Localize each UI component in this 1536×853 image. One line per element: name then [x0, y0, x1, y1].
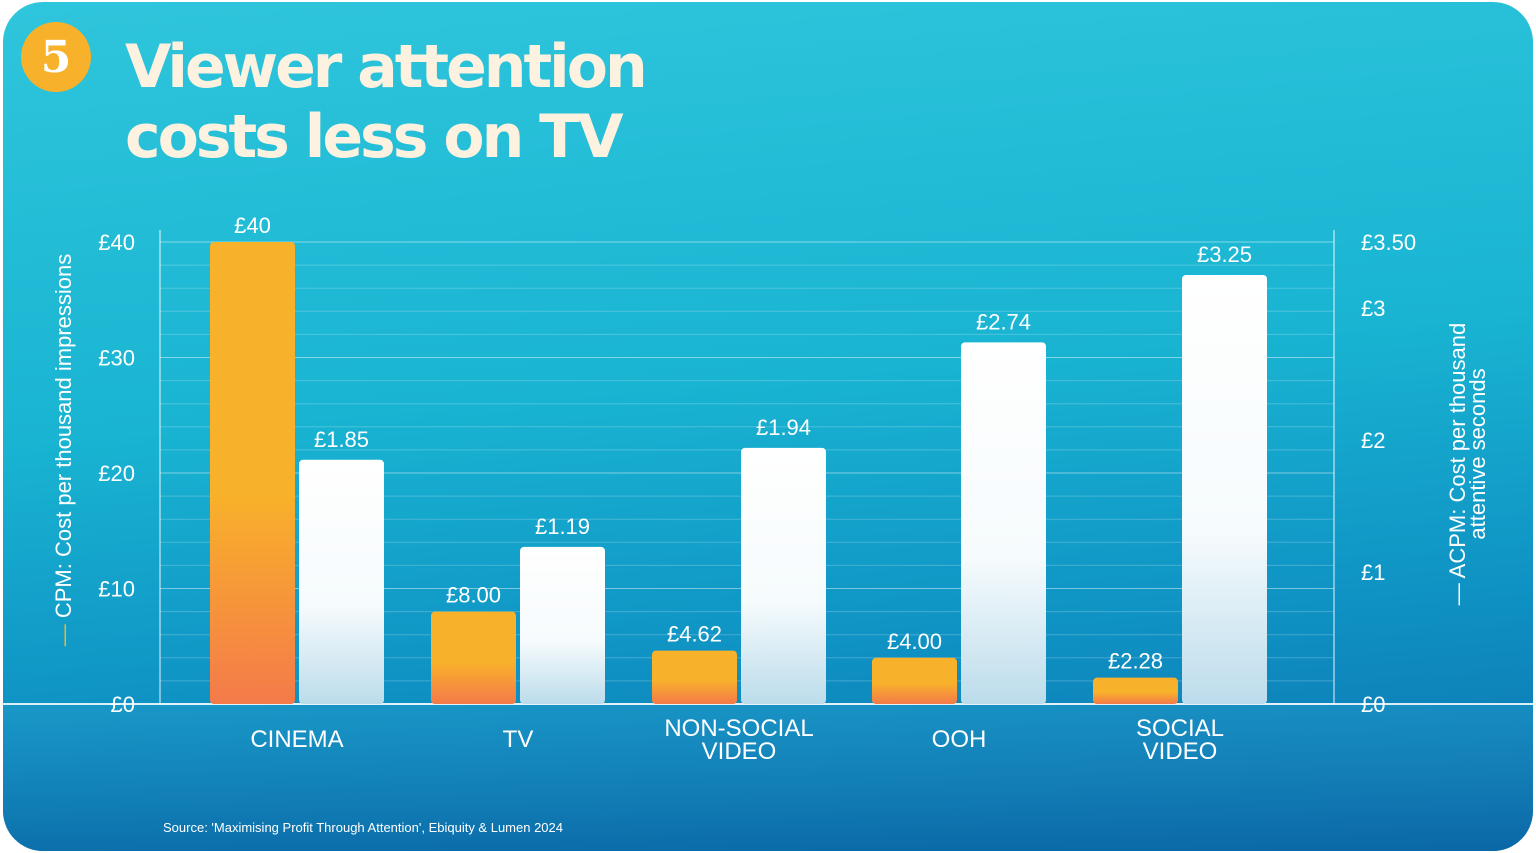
right-tick-label: £3.50: [1361, 230, 1416, 255]
acpm-bar: [1182, 275, 1267, 704]
left-tick-label: £30: [98, 346, 135, 371]
title-line-1: Viewer attention: [125, 32, 648, 102]
cpm-bar: [210, 242, 295, 704]
category-label: CINEMA: [250, 726, 343, 753]
right-axis-marker: —: [1445, 578, 1470, 605]
acpm-bar: [741, 447, 826, 704]
left-axis-title: — CPM: Cost per thousand impressions: [51, 254, 76, 647]
right-axis-title: — ACPM: Cost per thousand: [1445, 323, 1470, 605]
acpm-value-label: £2.74: [976, 309, 1031, 334]
chart-floor: [3, 704, 1533, 851]
acpm-value-label: £3.25: [1197, 242, 1252, 267]
cpm-bar: [431, 611, 516, 704]
category-label-line-1: SOCIAL: [1136, 715, 1224, 742]
acpm-value-label: £1.19: [535, 514, 590, 539]
category-label-line-2: VIDEO: [1143, 738, 1218, 765]
cpm-value-label: £40: [234, 213, 271, 238]
left-tick-label: £0: [111, 692, 135, 717]
category-label-line-2: VIDEO: [702, 738, 777, 765]
cpm-value-label: £4.62: [667, 622, 722, 647]
page-title: Viewer attention costs less on TV: [125, 32, 648, 172]
right-tick-label: £1: [1361, 560, 1385, 585]
title-line-2: costs less on TV: [125, 102, 624, 172]
left-tick-label: £10: [98, 577, 135, 602]
right-tick-label: £0: [1361, 692, 1385, 717]
cpm-bar: [1093, 677, 1178, 704]
category-label: OOH: [932, 726, 987, 753]
acpm-bar: [961, 342, 1046, 704]
cpm-value-label: £8.00: [446, 583, 501, 608]
category-label-line-1: NON-SOCIAL: [664, 715, 813, 742]
source-note: Source: 'Maximising Profit Through Atten…: [163, 820, 563, 835]
acpm-bar: [520, 546, 605, 704]
acpm-value-label: £1.94: [756, 415, 811, 440]
right-axis-title-line-2: attentive seconds: [1465, 368, 1490, 539]
cpm-bar: [652, 650, 737, 704]
left-axis-title-text: CPM: Cost per thousand impressions: [51, 254, 76, 618]
infographic-card: £0 £10 £20 £30 £40 £0 £1 £2 £3 £3.50 — CPM: Cost p…: [3, 2, 1533, 851]
right-axis-title-line-1: ACPM: Cost per thousand: [1445, 323, 1470, 579]
acpm-value-label: £1.85: [314, 427, 369, 452]
left-tick-label: £40: [98, 230, 135, 255]
cpm-value-label: £4.00: [887, 629, 942, 654]
cpm-bar: [872, 657, 957, 704]
left-axis-marker: —: [51, 618, 76, 646]
chart: £0 £10 £20 £30 £40 £0 £1 £2 £3 £3.50 — CPM: Cost p…: [3, 213, 1533, 851]
acpm-bar: [299, 459, 384, 704]
right-tick-label: £3: [1361, 296, 1385, 321]
number-badge: 5: [21, 22, 91, 92]
right-tick-label: £2: [1361, 428, 1385, 453]
category-label: TV: [503, 726, 534, 753]
cpm-value-label: £2.28: [1108, 649, 1163, 674]
left-tick-label: £20: [98, 461, 135, 486]
